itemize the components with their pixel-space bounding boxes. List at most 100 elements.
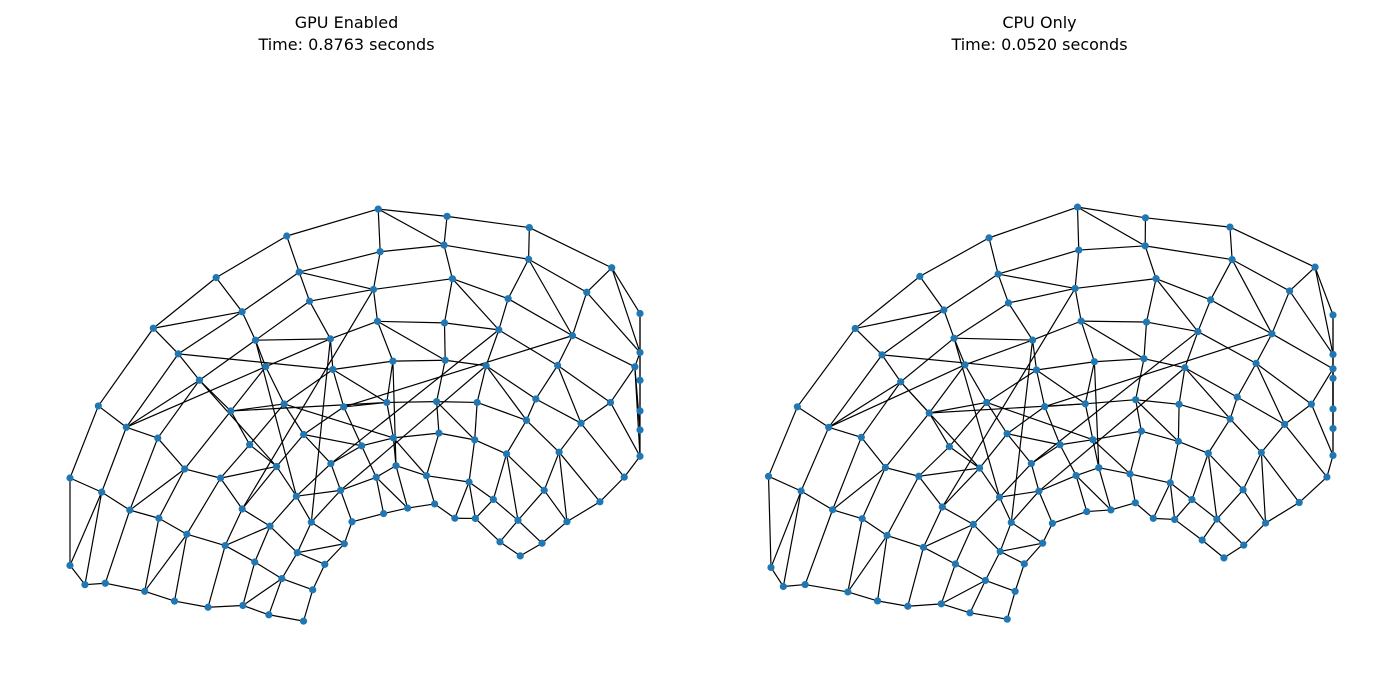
gpu-graph-node [101,579,109,587]
gpu-graph-node [443,212,451,220]
gpu-graph-node [636,348,644,357]
cpu-graph-node [966,609,974,617]
cpu-graph-edge [941,467,981,508]
cpu-graph-node [985,234,993,242]
cpu-graph-node [1035,487,1043,495]
gpu-graph-node [183,530,191,538]
gpu-graph-node [299,617,308,625]
gpu-graph-edge [297,552,326,565]
cpu-graph-edge [1236,363,1257,398]
gpu-network-graph [66,205,644,625]
cpu-graph-edge [828,354,883,428]
cpu-graph-edge [1155,278,1199,332]
cpu-graph-edge [1236,396,1285,425]
gpu-graph-node [358,442,366,450]
gpu-graph-edge [386,402,395,439]
gpu-graph-node [532,395,540,403]
cpu-graph-edge [1216,489,1244,520]
cpu-graph-edge [847,591,878,602]
gpu-graph-edge [311,521,345,545]
gpu-graph-edge [268,578,283,615]
cpu-graph-edge [1145,245,1233,261]
gpu-graph-node [514,516,522,524]
gpu-graph-edge [340,490,353,522]
cpu-graph-edge [907,547,925,607]
cpu-graph-edge [1143,358,1185,369]
cpu-graph-edge [1145,278,1157,323]
cpu-graph-node [1286,287,1294,295]
gpu-graph-node [155,514,163,522]
cpu-graph-edge [886,475,920,536]
gpu-graph-edge [224,545,256,563]
cpu-graph-node [1126,470,1134,478]
cpu-graph-node [1226,223,1234,231]
gpu-graph-edge [299,271,374,291]
cpu-graph-node [1004,299,1013,307]
cpu-graph-edge [1207,418,1231,454]
cpu-graph-node [851,324,859,333]
cpu-graph-edge [1080,320,1145,360]
gpu-graph-edge [376,321,394,362]
cpu-graph-edge [1310,403,1334,456]
cpu-graph-edge [1145,217,1231,228]
cpu-graph-edge [1284,423,1328,478]
gpu-graph-node [636,426,644,434]
cpu-graph-edge [1207,453,1218,520]
cpu-graph-node [1226,415,1234,423]
cpu-graph-edge [783,583,806,588]
cpu-graph-edge [923,523,974,548]
gpu-graph-node [620,473,628,481]
cpu-graph-node [1077,317,1085,325]
cpu-graph-edge [1078,245,1146,251]
cpu-graph-edge [1052,511,1087,524]
cpu-graph-edge [1260,452,1267,524]
gpu-graph-edge [242,561,256,606]
cpu-graph-edge [948,402,988,448]
cpu-graph-node [1028,336,1037,344]
cpu-graph-edge [948,446,980,469]
gpu-graph-edge [543,489,568,523]
cpu-graph-node [1198,536,1206,544]
gpu-graph-node [471,436,479,444]
gpu-graph-node [403,504,412,512]
gpu-graph-node [433,398,441,406]
cpu-title-time: Time: 0.0520 seconds [951,35,1128,54]
gpu-graph-edge [476,401,527,421]
gpu-graph-node [440,241,448,249]
gpu-graph-edge [241,466,278,510]
cpu-graph-node [1204,449,1212,457]
cpu-graph-edge [860,436,886,468]
cpu-graph-node [969,520,977,528]
gpu-graph-node [577,419,585,427]
cpu-graph-edge [918,446,950,477]
gpu-graph-edge [215,277,243,313]
cpu-graph-node [1268,330,1276,338]
cpu-graph-panel: CPU Only Time: 0.0520 seconds [693,0,1386,700]
gpu-graph-edge [125,353,179,428]
gpu-graph-edge [392,359,446,362]
gpu-graph-edge [393,432,440,439]
gpu-graph-node [336,486,345,494]
cpu-graph-edge [999,550,1025,565]
cpu-graph-edge [885,466,919,477]
gpu-graph-node [227,407,235,415]
cpu-graph-edge [1129,473,1171,484]
cpu-graph-node [801,580,809,589]
gpu-graph-node [266,522,274,530]
cpu-graph-edge [929,401,987,414]
gpu-graph-edge [373,278,453,291]
gpu-graph-edge [436,401,440,434]
cpu-graph-edge [1086,509,1111,513]
gpu-graph-edge [558,452,568,522]
gpu-graph-node [608,264,616,272]
gpu-graph-edge [104,509,131,584]
gpu-graph-edge [505,453,519,521]
gpu-graph-node [473,398,481,407]
cpu-graph-node [1329,311,1337,319]
cpu-graph-edge [919,276,945,311]
gpu-graph-edge [241,508,271,527]
cpu-graph-node [961,361,969,369]
cpu-graph-edge [1223,544,1245,559]
gpu-graph-edge [269,525,298,554]
gpu-graph-edge [220,444,251,479]
